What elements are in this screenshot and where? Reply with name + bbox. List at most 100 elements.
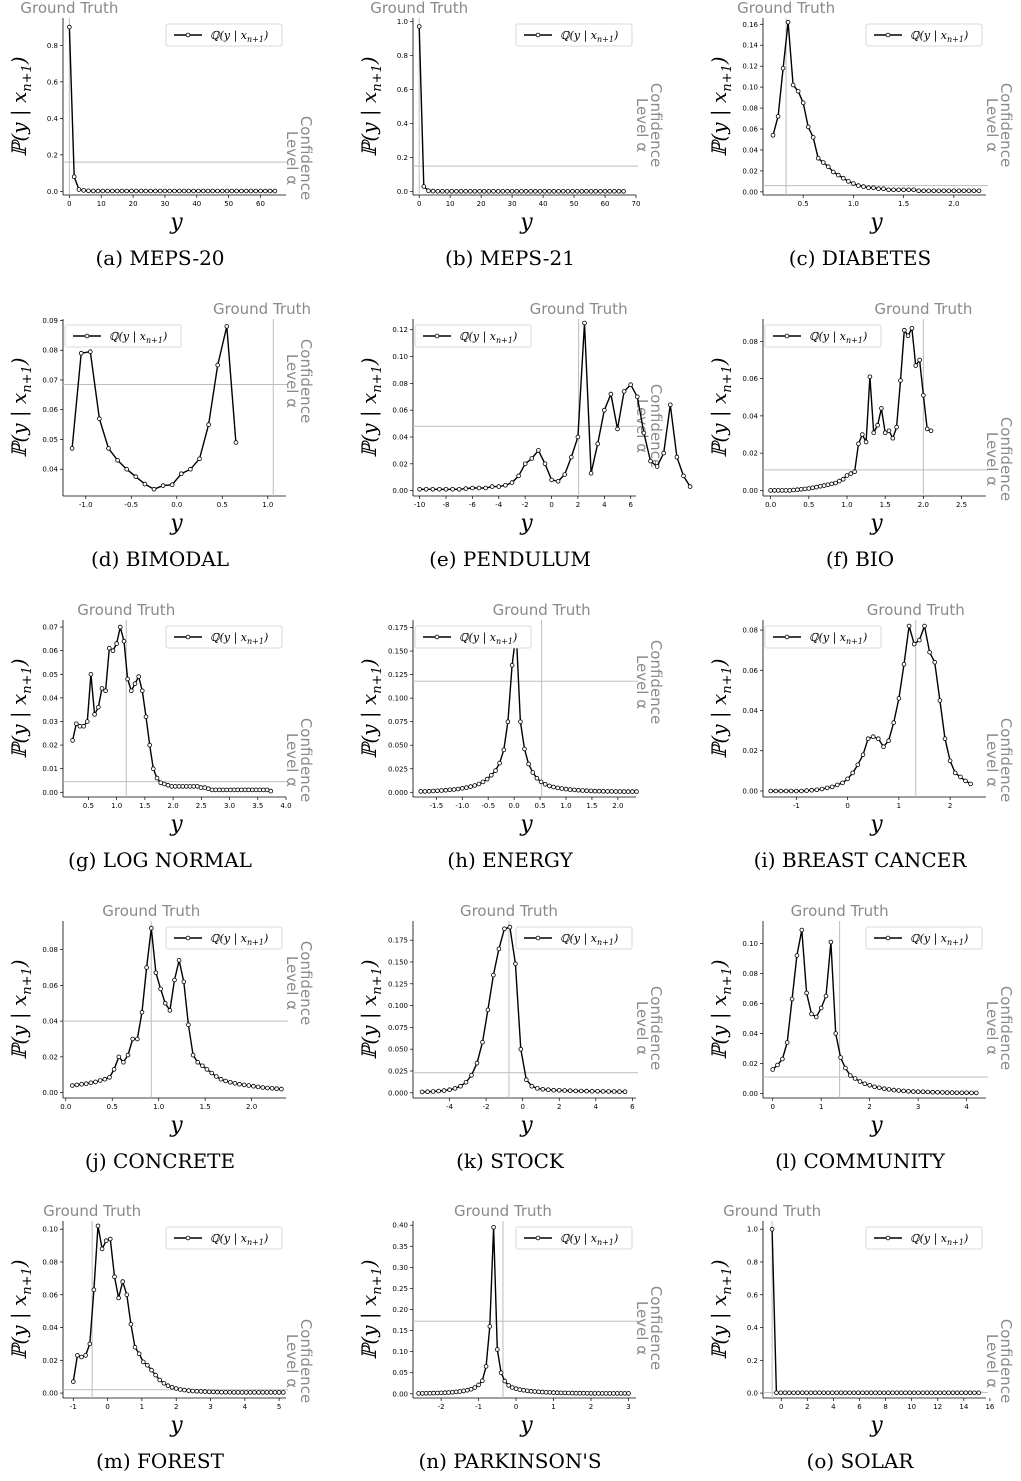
data-point	[916, 188, 922, 194]
y-tick-label: 0.05	[42, 671, 58, 679]
y-tick-label: 0.08	[742, 105, 758, 113]
data-point	[580, 788, 585, 793]
confidence-label-line2: Level α	[283, 131, 301, 185]
x-tick-label: 1	[897, 802, 901, 810]
x-tick-label: 0	[520, 1103, 524, 1111]
data-point	[491, 972, 496, 978]
x-tick-label: 12	[933, 1403, 942, 1411]
y-tick-label: 0.00	[392, 1390, 408, 1398]
x-tick-label: 2.5	[956, 501, 967, 509]
data-point	[509, 480, 515, 485]
data-point	[219, 1390, 224, 1395]
data-point	[926, 188, 932, 194]
panel-caption: (d) BIMODAL	[91, 547, 229, 571]
data-point	[103, 688, 108, 694]
data-point	[498, 1370, 504, 1376]
data-point	[921, 393, 926, 398]
data-point	[956, 188, 962, 194]
confidence-label-line2: Level α	[983, 432, 1001, 486]
legend-text: ℚ(y | xn+1)	[210, 29, 268, 44]
data-point	[243, 188, 249, 194]
ground-truth-label: Ground Truth	[874, 300, 972, 318]
data-point	[969, 1090, 974, 1096]
data-point	[940, 1090, 945, 1095]
data-point	[821, 483, 827, 488]
data-point	[891, 1087, 897, 1093]
legend: ℚ(y | xn+1)	[64, 324, 182, 348]
x-tick-label: 1.5	[880, 501, 891, 509]
ground-truth-label: Ground Truth	[20, 0, 118, 17]
y-tick-label: 0.08	[42, 347, 58, 355]
data-point	[942, 736, 948, 742]
data-point	[136, 674, 142, 679]
x-tick-label: 1.0	[111, 802, 122, 810]
data-point	[850, 770, 856, 776]
x-tick-label: 60	[601, 200, 610, 208]
data-point	[863, 439, 869, 445]
legend-box	[165, 625, 283, 649]
legend: ℚ(y | xn+1)	[865, 1226, 983, 1250]
data-point	[269, 1086, 275, 1091]
data-point	[430, 788, 436, 794]
data-point	[847, 1390, 852, 1396]
y-tick-label: 0.06	[42, 1291, 58, 1299]
legend-box	[764, 625, 882, 649]
data-point	[871, 185, 876, 191]
y-tick-label: 0.04	[42, 1324, 58, 1332]
data-point	[456, 487, 462, 492]
data-point	[443, 487, 449, 492]
data-point	[865, 736, 871, 742]
y-tick-label: 0.15	[392, 1327, 408, 1335]
data-point	[814, 1014, 819, 1020]
x-tick-label: 4	[831, 1403, 836, 1411]
y-tick-label: 0.04	[42, 694, 58, 702]
x-axis-label: y	[869, 210, 883, 235]
data-point	[606, 1089, 611, 1094]
data-point	[804, 1390, 809, 1396]
data-point	[585, 1391, 590, 1396]
data-point	[437, 487, 442, 492]
data-point	[211, 1389, 216, 1395]
y-axis-label: ℙ(y | xn+1)	[357, 1259, 385, 1359]
confidence-label-line1: Confidence	[997, 417, 1015, 501]
chart-panel-1: 0 10 20 30 40 50 60 0.0 0.2 0.4 0.6 0.8 Ground Truth…	[7, 0, 315, 270]
data-point	[111, 1067, 117, 1072]
data-point	[768, 788, 773, 794]
data-point	[481, 189, 487, 194]
confidence-label-line1: Confidence	[297, 1319, 315, 1403]
data-point	[116, 1054, 122, 1060]
data-point	[795, 89, 801, 94]
data-point	[818, 1005, 824, 1011]
y-tick-label: 0.125	[388, 980, 408, 988]
data-point	[795, 487, 800, 493]
data-point	[435, 788, 440, 794]
series-line	[422, 926, 626, 1093]
data-point	[794, 788, 799, 794]
data-point	[257, 787, 263, 793]
chart-panel-9: -1 0 1 2 0.00 0.02 0.04 0.06 0.08 Ground Truth Con…	[707, 601, 1015, 872]
series-line	[72, 928, 282, 1090]
x-tick-label: -2	[522, 501, 529, 509]
data-point	[97, 1078, 103, 1083]
legend: ℚ(y | xn+1)	[515, 1226, 633, 1250]
data-point	[529, 456, 535, 461]
data-point	[681, 473, 686, 479]
data-point	[114, 188, 120, 194]
data-point	[789, 996, 795, 1002]
data-point	[896, 1088, 902, 1093]
data-point	[129, 688, 134, 694]
data-point	[121, 1059, 126, 1065]
data-point	[523, 189, 529, 194]
data-point	[145, 1362, 150, 1368]
data-point	[268, 788, 274, 794]
data-point	[532, 1389, 538, 1394]
confidence-label-line1: Confidence	[997, 83, 1015, 167]
data-point	[896, 187, 901, 193]
x-tick-label: 2	[174, 1403, 178, 1411]
data-point	[617, 789, 623, 794]
data-point	[272, 188, 278, 194]
